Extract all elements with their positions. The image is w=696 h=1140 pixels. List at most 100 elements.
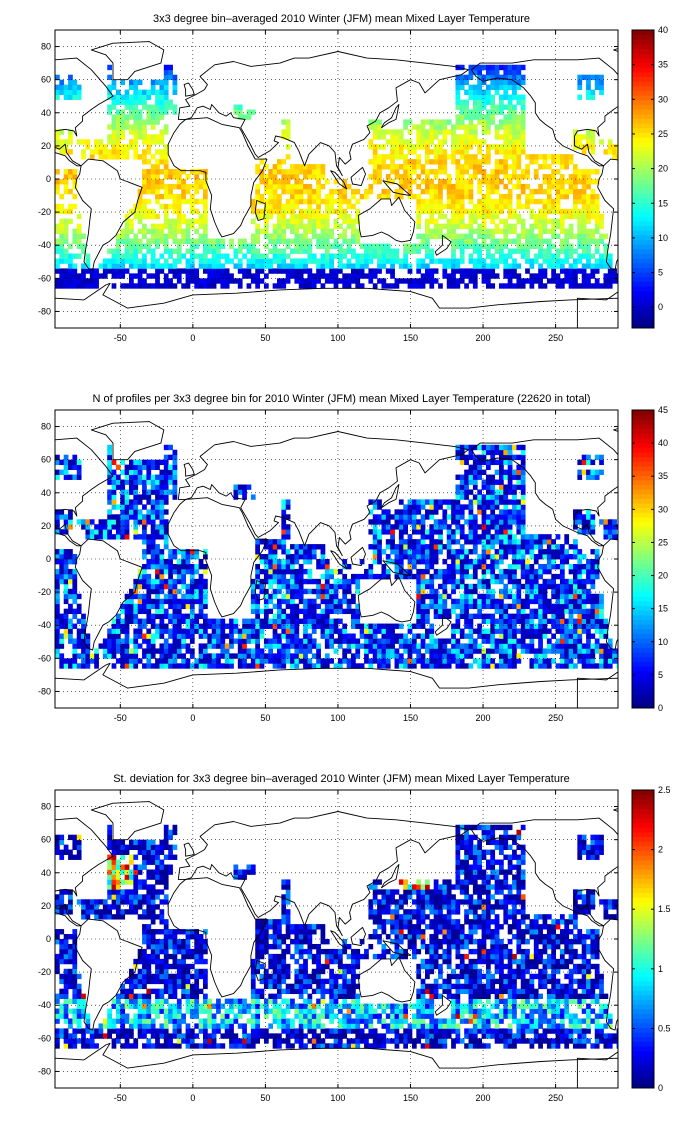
heatmap-cell xyxy=(381,563,387,570)
heatmap-cell xyxy=(429,633,435,639)
heatmap-cell xyxy=(255,613,260,619)
heatmap-cell xyxy=(481,124,487,130)
heatmap-cell xyxy=(499,618,504,624)
heatmap-cell xyxy=(285,129,291,135)
heatmap-cell xyxy=(76,519,82,525)
heatmap-cell xyxy=(503,159,509,165)
heatmap-cell xyxy=(425,223,430,230)
heatmap-cell xyxy=(359,283,365,289)
heatmap-cell xyxy=(542,248,548,254)
heatmap-cell xyxy=(403,258,408,264)
heatmap-cell xyxy=(477,623,482,629)
heatmap-cell xyxy=(529,228,535,235)
heatmap-cell xyxy=(499,228,504,235)
heatmap-cell xyxy=(464,534,469,540)
heatmap-cell xyxy=(163,519,169,525)
heatmap-cell xyxy=(255,653,260,659)
heatmap-cell xyxy=(433,129,439,135)
heatmap-cell xyxy=(429,208,435,215)
heatmap-cell xyxy=(381,253,387,259)
heatmap-cell xyxy=(499,218,504,225)
heatmap-cell xyxy=(568,248,574,254)
heatmap-cell xyxy=(525,203,530,210)
heatmap-cell xyxy=(481,459,487,466)
heatmap-cell xyxy=(150,164,156,170)
heatmap-cell xyxy=(385,568,391,575)
heatmap-cell xyxy=(194,243,200,249)
heatmap-cell xyxy=(490,104,496,110)
heatmap-cell xyxy=(268,258,274,264)
heatmap-cell xyxy=(381,643,387,649)
heatmap-cell xyxy=(429,283,435,289)
heatmap-cell xyxy=(329,188,334,195)
heatmap-cell xyxy=(307,549,313,555)
heatmap-cell xyxy=(403,549,408,555)
heatmap-cell xyxy=(542,273,548,279)
heatmap-cell xyxy=(555,283,561,289)
heatmap-cell xyxy=(237,648,243,654)
heatmap-cell xyxy=(81,278,86,284)
panel-2: N of profiles per 3x3 degree bin for 201… xyxy=(38,393,668,723)
heatmap-cell xyxy=(163,208,169,215)
heatmap-cell xyxy=(464,79,469,86)
heatmap-cell xyxy=(420,504,426,510)
heatmap-cell xyxy=(324,588,330,595)
heatmap-cell xyxy=(303,549,308,555)
heatmap-cell xyxy=(176,573,182,580)
heatmap-cell xyxy=(194,179,200,185)
heatmap-cell xyxy=(233,494,239,500)
heatmap-cell xyxy=(55,268,60,274)
heatmap-cell xyxy=(233,653,239,659)
heatmap-cell xyxy=(346,238,352,244)
heatmap-cell xyxy=(455,263,461,269)
heatmap-cell xyxy=(577,84,583,90)
heatmap-cell xyxy=(490,273,496,279)
heatmap-cell xyxy=(346,278,352,284)
heatmap-cell xyxy=(494,109,500,115)
heatmap-cell xyxy=(55,559,60,565)
heatmap-cell xyxy=(494,578,500,585)
heatmap-cell xyxy=(468,179,474,185)
heatmap-cell xyxy=(133,89,139,95)
heatmap-cell xyxy=(398,193,404,200)
heatmap-cell xyxy=(150,253,156,259)
heatmap-cell xyxy=(425,658,430,664)
heatmap-cell xyxy=(237,278,243,284)
heatmap-cell xyxy=(494,84,500,90)
heatmap-cell xyxy=(555,193,561,200)
heatmap-cell xyxy=(189,263,195,269)
heatmap-cell xyxy=(307,218,313,225)
heatmap-cell xyxy=(359,643,365,649)
heatmap-cell xyxy=(394,164,400,170)
heatmap-cell xyxy=(129,613,134,619)
heatmap-cell xyxy=(481,549,487,555)
heatmap-cell xyxy=(468,233,474,239)
heatmap-cell xyxy=(168,454,173,461)
heatmap-cell xyxy=(433,598,439,605)
heatmap-cell xyxy=(612,268,617,274)
heatmap-cell xyxy=(499,633,504,639)
colorbar-segment xyxy=(632,304,654,310)
heatmap-cell xyxy=(263,578,269,585)
heatmap-cell xyxy=(581,238,587,244)
heatmap-cell xyxy=(590,169,596,175)
heatmap-cell xyxy=(85,534,91,540)
heatmap-cell xyxy=(268,268,274,274)
heatmap-cell xyxy=(290,643,295,649)
heatmap-cell xyxy=(307,228,313,235)
heatmap-cell xyxy=(568,273,574,279)
heatmap-cell xyxy=(168,99,173,105)
heatmap-cell xyxy=(155,273,160,279)
heatmap-cell xyxy=(385,519,391,525)
heatmap-cell xyxy=(455,499,461,505)
heatmap-cell xyxy=(403,504,408,510)
heatmap-cell xyxy=(216,658,221,664)
heatmap-cell xyxy=(229,623,234,629)
heatmap-cell xyxy=(520,183,526,190)
heatmap-cell xyxy=(242,114,247,120)
heatmap-cell xyxy=(394,658,400,664)
heatmap-cell xyxy=(377,643,382,649)
heatmap-cell xyxy=(372,169,378,175)
heatmap-cell xyxy=(464,188,469,195)
heatmap-cell xyxy=(277,563,282,570)
